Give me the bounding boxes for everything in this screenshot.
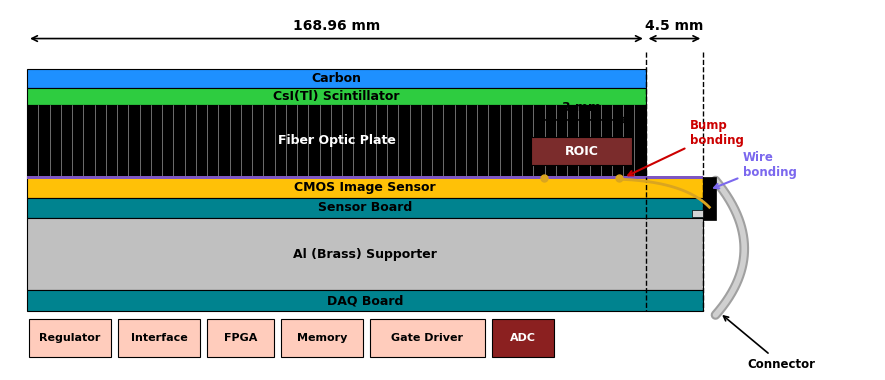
Bar xyxy=(281,319,363,356)
Bar xyxy=(492,319,554,356)
Text: ADC: ADC xyxy=(510,332,536,343)
Text: Bump
bonding: Bump bonding xyxy=(628,119,743,176)
Bar xyxy=(531,137,633,165)
Text: Interface: Interface xyxy=(131,332,188,343)
Text: Carbon: Carbon xyxy=(312,72,361,85)
Bar xyxy=(27,69,646,88)
Bar xyxy=(692,211,704,217)
Bar xyxy=(27,218,704,290)
Bar xyxy=(370,319,485,356)
Text: Fiber Optic Plate: Fiber Optic Plate xyxy=(278,134,396,147)
Bar xyxy=(119,319,200,356)
Bar xyxy=(27,198,704,218)
Text: CsI(Tl) Scintillator: CsI(Tl) Scintillator xyxy=(273,90,400,103)
Text: DAQ Board: DAQ Board xyxy=(327,294,404,307)
Text: Memory: Memory xyxy=(296,332,347,343)
Text: 3 mm: 3 mm xyxy=(562,101,601,114)
Bar xyxy=(27,176,704,179)
Text: ROIC: ROIC xyxy=(565,145,598,158)
Text: Sensor Board: Sensor Board xyxy=(318,201,412,214)
Text: 4.5 mm: 4.5 mm xyxy=(645,19,704,33)
Text: Wire
bonding: Wire bonding xyxy=(714,151,796,188)
Bar xyxy=(207,319,273,356)
Text: FPGA: FPGA xyxy=(224,332,258,343)
Bar xyxy=(27,88,646,105)
Bar xyxy=(704,177,716,220)
Text: Regulator: Regulator xyxy=(39,332,101,343)
Bar xyxy=(27,105,646,177)
Text: Gate Driver: Gate Driver xyxy=(391,332,464,343)
Bar xyxy=(27,177,704,198)
Text: 168.96 mm: 168.96 mm xyxy=(293,19,380,33)
Text: Al (Brass) Supporter: Al (Brass) Supporter xyxy=(293,248,437,261)
Text: Connector: Connector xyxy=(724,316,815,370)
Bar xyxy=(27,290,704,311)
Text: CMOS Image Sensor: CMOS Image Sensor xyxy=(295,180,436,194)
Bar xyxy=(29,319,112,356)
